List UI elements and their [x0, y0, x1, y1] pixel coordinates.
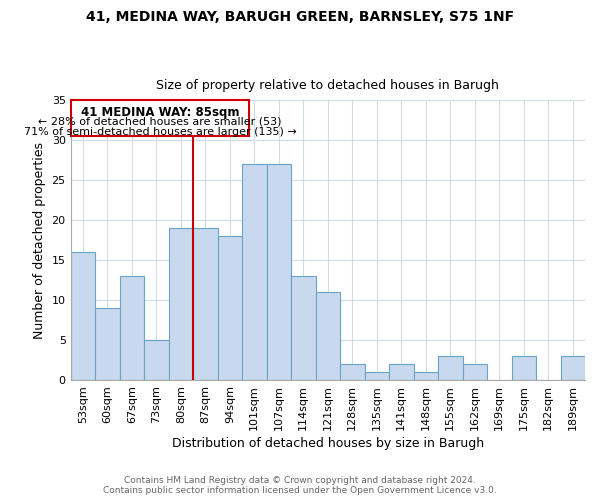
Bar	[242, 164, 266, 380]
Bar	[365, 372, 389, 380]
X-axis label: Distribution of detached houses by size in Barugh: Distribution of detached houses by size …	[172, 437, 484, 450]
Bar	[463, 364, 487, 380]
Text: Contains HM Land Registry data © Crown copyright and database right 2024.
Contai: Contains HM Land Registry data © Crown c…	[103, 476, 497, 495]
Bar	[266, 164, 291, 380]
Bar	[413, 372, 438, 380]
Text: ← 28% of detached houses are smaller (53): ← 28% of detached houses are smaller (53…	[38, 116, 282, 126]
Bar	[193, 228, 218, 380]
Bar	[560, 356, 585, 380]
Bar	[316, 292, 340, 380]
Title: Size of property relative to detached houses in Barugh: Size of property relative to detached ho…	[157, 79, 499, 92]
Text: 71% of semi-detached houses are larger (135) →: 71% of semi-detached houses are larger (…	[23, 126, 296, 136]
Bar	[144, 340, 169, 380]
Bar	[119, 276, 144, 380]
Bar	[389, 364, 413, 380]
Bar	[438, 356, 463, 380]
Text: 41 MEDINA WAY: 85sqm: 41 MEDINA WAY: 85sqm	[81, 106, 239, 118]
Bar	[95, 308, 119, 380]
Bar	[71, 252, 95, 380]
FancyBboxPatch shape	[71, 100, 250, 136]
Y-axis label: Number of detached properties: Number of detached properties	[33, 142, 46, 338]
Bar	[340, 364, 365, 380]
Text: 41, MEDINA WAY, BARUGH GREEN, BARNSLEY, S75 1NF: 41, MEDINA WAY, BARUGH GREEN, BARNSLEY, …	[86, 10, 514, 24]
Bar	[512, 356, 536, 380]
Bar	[291, 276, 316, 380]
Bar	[218, 236, 242, 380]
Bar	[169, 228, 193, 380]
